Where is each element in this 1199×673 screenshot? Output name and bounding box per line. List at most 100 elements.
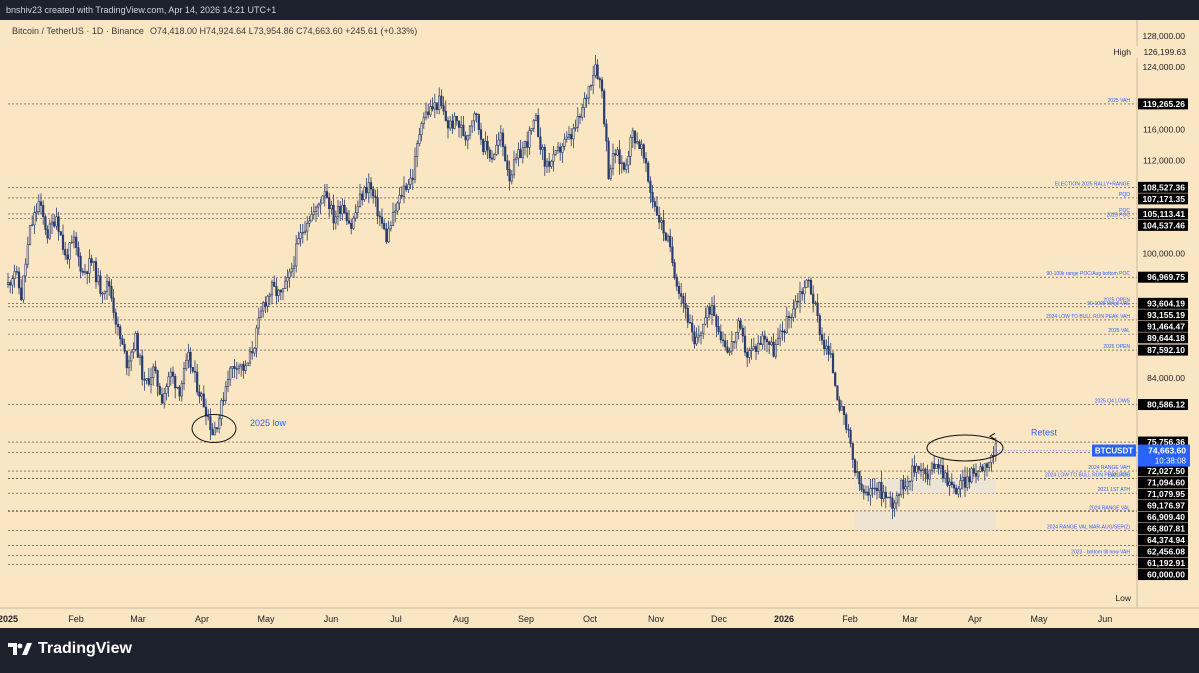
candle-body [471, 120, 474, 127]
candle-body [277, 289, 280, 296]
price-badge-bg-14 [1138, 465, 1188, 477]
candle-body [312, 211, 315, 215]
tradingview-logo[interactable]: TradingView [8, 640, 132, 658]
x-tick-1: Feb [68, 614, 84, 624]
time-axis[interactable]: 2025 Feb Mar Apr May Jun Jul Aug Sep Oct Nov Dec 202… [0, 614, 1112, 624]
range-zone-lower [855, 510, 996, 531]
candle-body [662, 220, 665, 234]
candle-body [134, 333, 137, 350]
candle-body [836, 385, 839, 401]
x-tick-17: Jun [1098, 614, 1113, 624]
price-badge-bg-8 [1138, 320, 1188, 332]
x-tick-10: Nov [648, 614, 665, 624]
candle-body [262, 302, 265, 312]
candle-body [108, 281, 111, 287]
current-countdown: 10:38:08 [1155, 457, 1187, 466]
price-axis[interactable]: 128,000.00 124,000.00 116,000.00 112,000.00… [1142, 31, 1185, 383]
candle-body [990, 455, 993, 463]
price-line-label-14: 2024 RANGE VAH [1088, 465, 1130, 471]
candle-body [372, 188, 375, 197]
candle-body [581, 107, 584, 118]
candle-body [614, 153, 617, 156]
candle-body [713, 305, 716, 317]
low-label: Low [1115, 593, 1131, 603]
plot-background [0, 20, 1199, 628]
price-badge-bg-1 [1138, 181, 1188, 193]
x-tick-14: Mar [902, 614, 918, 624]
candle-body [477, 114, 480, 130]
candle-body [449, 120, 452, 129]
candle-body [303, 230, 307, 233]
candle-body [235, 368, 238, 370]
candle-body [746, 351, 749, 358]
price-badge-2: 107,171.35 [1142, 194, 1185, 204]
candle-body [48, 223, 51, 239]
candle-body [323, 191, 326, 197]
candle-body [440, 95, 443, 107]
price-badge-5: 96,969.75 [1147, 272, 1185, 282]
candle-body [508, 169, 511, 182]
y-tick-2: 116,000.00 [1143, 124, 1185, 134]
x-tick-3: Apr [195, 614, 209, 624]
candle-body [649, 180, 652, 193]
candle-body [154, 366, 157, 371]
candle-body [147, 378, 150, 385]
candle-body [889, 496, 892, 499]
candle-body [763, 335, 766, 340]
candle-body [638, 141, 641, 150]
annotation-arrow-retest [989, 432, 996, 440]
candle-body [891, 497, 894, 509]
candle-body [422, 117, 425, 124]
candle-body [779, 330, 782, 339]
candle-body [609, 168, 612, 179]
price-badge-16: 71,079.95 [1147, 489, 1185, 499]
candle-body [691, 322, 694, 333]
candle-body [878, 481, 881, 492]
candle-body [325, 191, 329, 198]
symbol-legend[interactable]: Bitcoin / TetherUS · 1D · Binance [12, 26, 144, 36]
candle-body [149, 377, 153, 385]
candle-body [812, 293, 815, 304]
price-badge-11: 80,586.12 [1147, 400, 1185, 410]
candle-body [611, 153, 615, 170]
candle-body [869, 488, 872, 496]
high-value-bg [1136, 46, 1190, 58]
candle-body [141, 355, 144, 380]
price-badge-bg-3 [1138, 208, 1188, 220]
candle-body [189, 351, 192, 368]
tradingview-logo-icon [8, 643, 32, 655]
candle-body [499, 132, 502, 141]
candle-body [240, 363, 243, 367]
price-badge-6: 93,604.19 [1147, 298, 1185, 308]
candle-body [506, 160, 509, 170]
candle-body [158, 386, 161, 395]
candle-body [176, 386, 179, 389]
candle-body [875, 487, 879, 492]
candle-body [237, 365, 241, 370]
candle-body [398, 195, 401, 204]
candle-body [222, 399, 225, 402]
candle-body [510, 174, 513, 182]
candle-body [559, 146, 562, 153]
candle-body [495, 144, 498, 155]
candle-body [966, 476, 969, 488]
candle-body [22, 275, 25, 301]
candle-body [145, 378, 148, 381]
candle-body [112, 297, 115, 313]
candle-body [688, 322, 692, 324]
candle-body [330, 204, 333, 210]
price-line-label-20: 2024 RANGE VAL MAR-AUG/SEP(2) [1047, 525, 1130, 531]
price-line-label-10: 2026 OPEN [1103, 344, 1130, 350]
candle-body [332, 204, 335, 224]
candle-body [790, 316, 793, 319]
candle-body [317, 204, 320, 208]
candle-body [548, 161, 551, 167]
candle-body [42, 205, 45, 218]
candle-body [928, 469, 931, 480]
candle-body [468, 125, 472, 136]
candle-body [94, 261, 98, 283]
candle-body [220, 399, 223, 420]
candle-body [684, 302, 687, 309]
candle-body [708, 306, 711, 315]
